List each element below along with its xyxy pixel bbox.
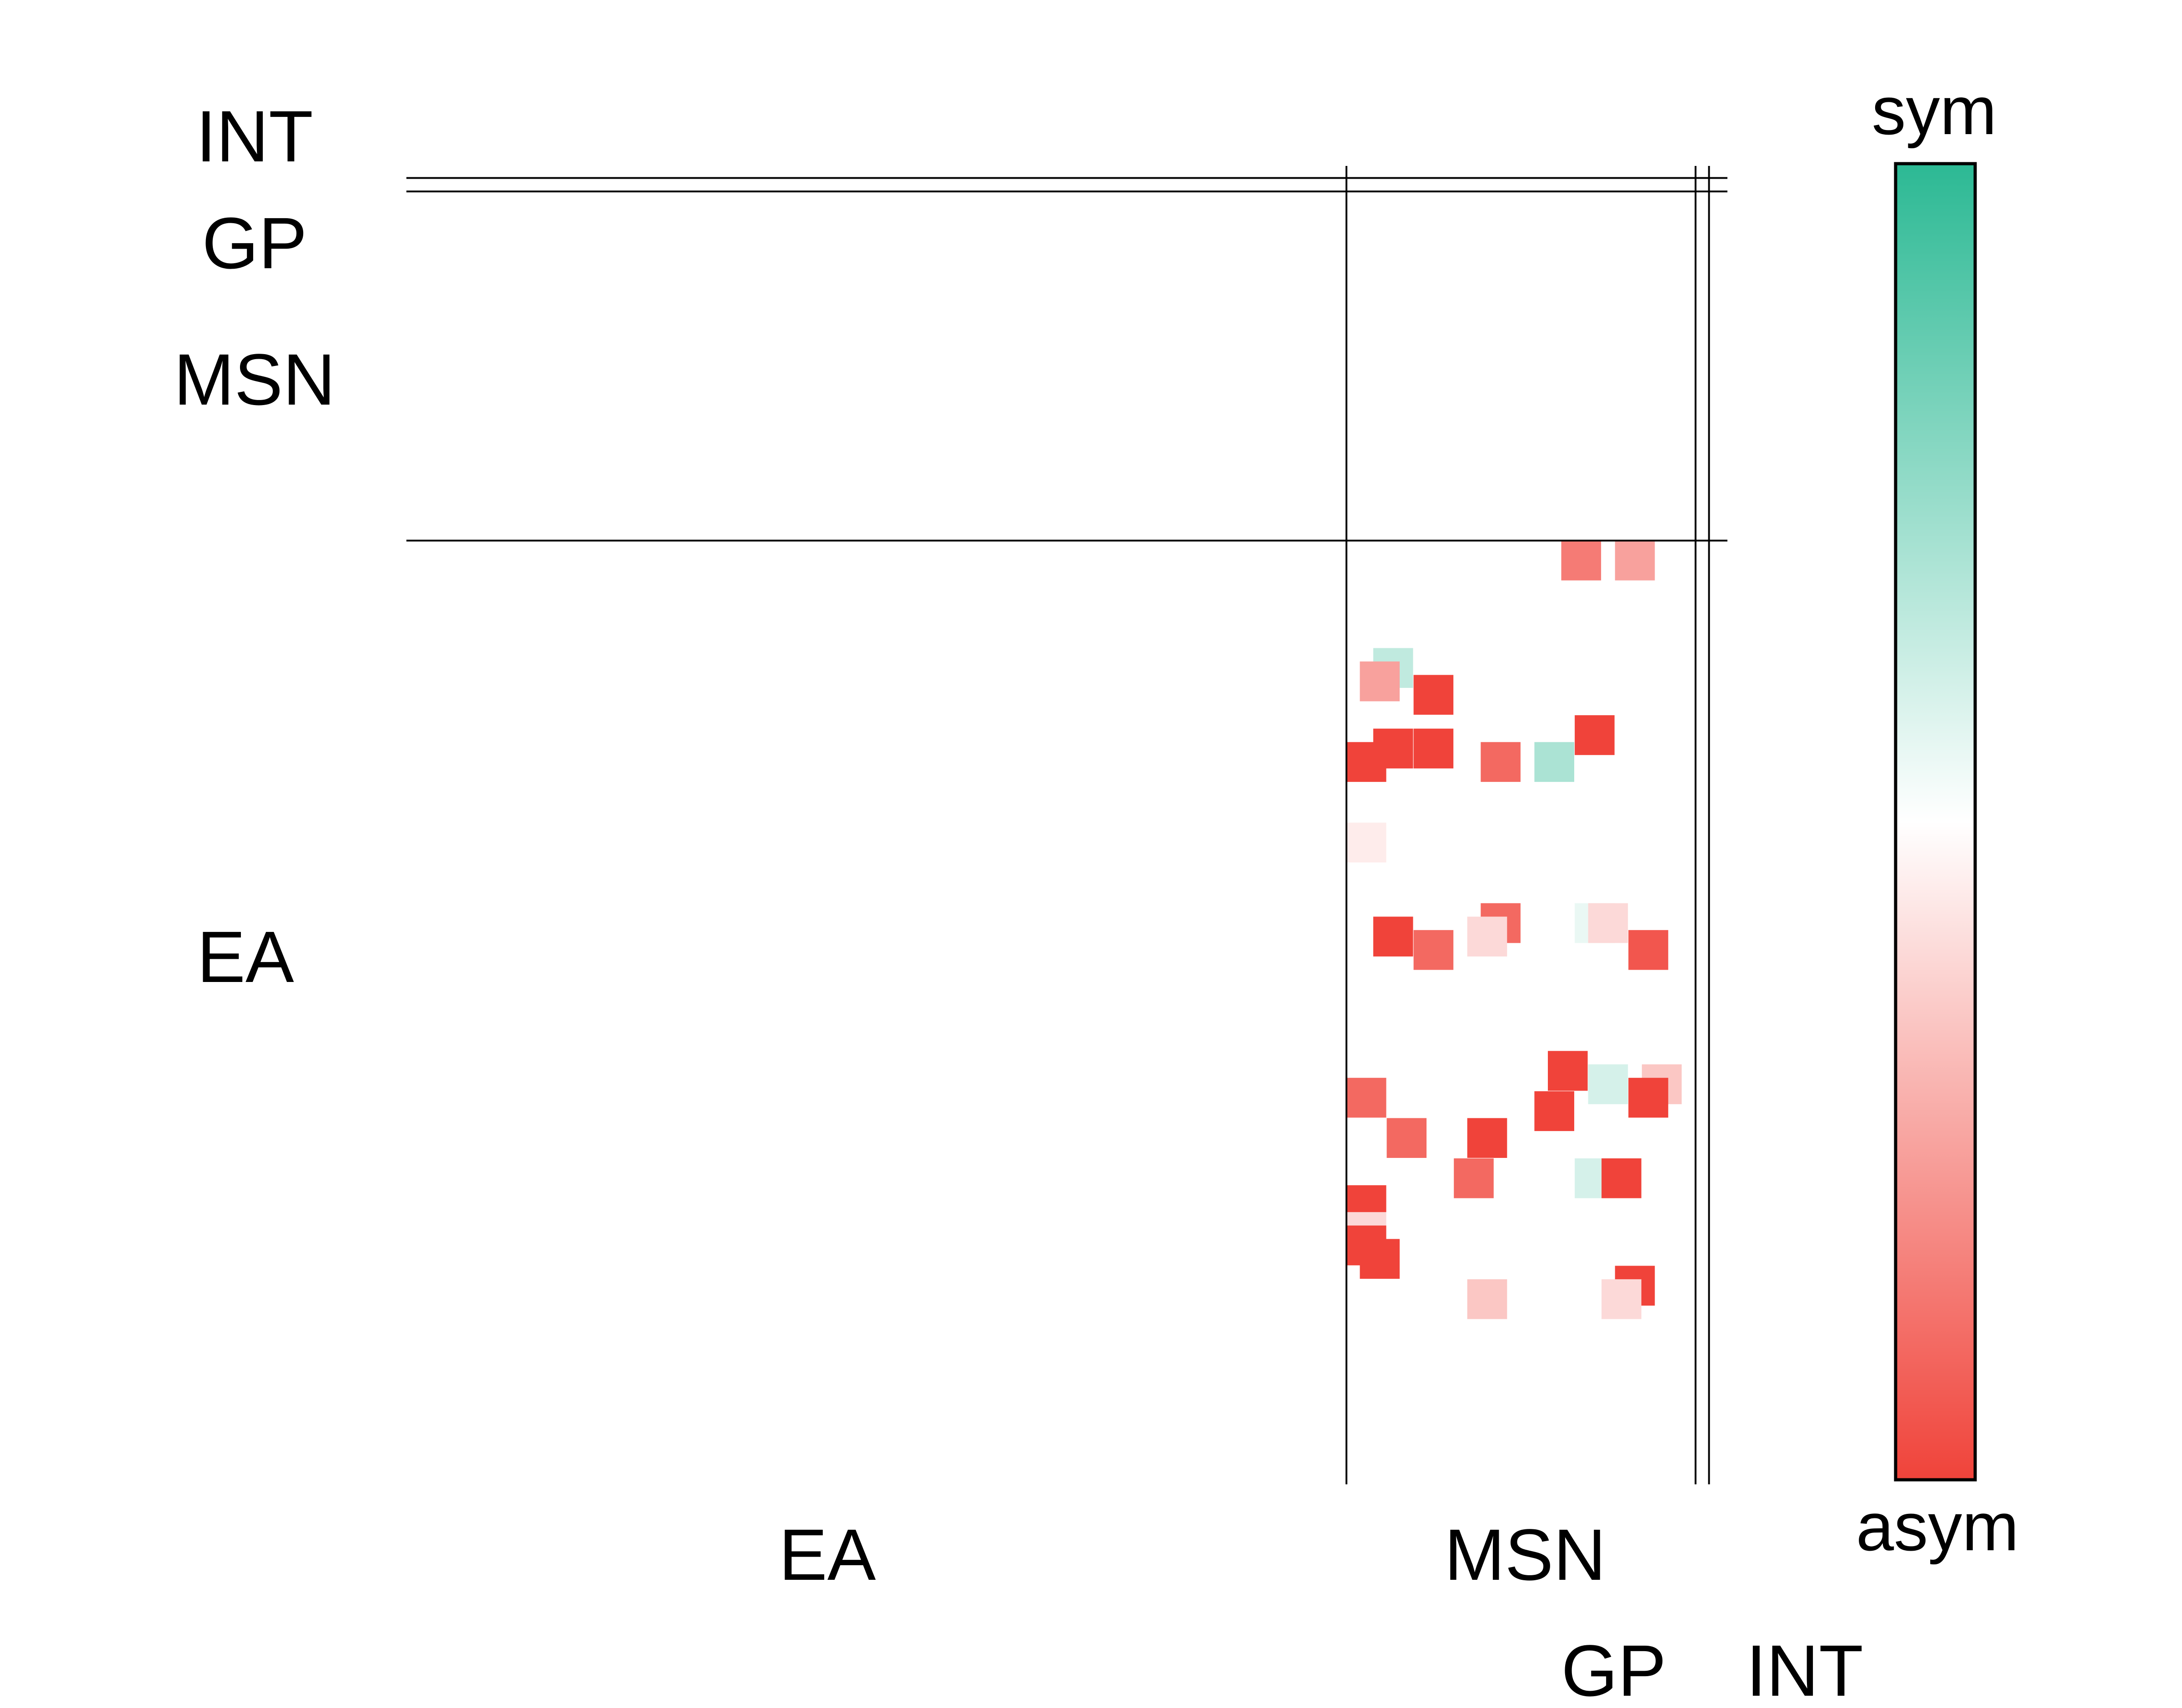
y-tick-label: EA xyxy=(197,916,294,997)
x-tick-label: GP xyxy=(1561,1630,1666,1708)
heatmap-cell xyxy=(1534,1091,1574,1131)
heatmap-cell xyxy=(1346,742,1386,782)
heatmap-cell xyxy=(1467,1118,1507,1158)
heatmap-cell xyxy=(1561,541,1601,581)
heatmap-cell xyxy=(1575,715,1615,755)
heatmap-cell xyxy=(1346,1077,1386,1118)
heatmap-cell xyxy=(1467,917,1507,957)
x-tick-label: INT xyxy=(1746,1630,1863,1708)
heatmap-cell xyxy=(1413,675,1454,715)
x-tick-label: MSN xyxy=(1444,1514,1606,1595)
heatmap-cell xyxy=(1413,930,1454,970)
heatmap-cell xyxy=(1386,1118,1427,1158)
heatmap-cell xyxy=(1481,742,1521,782)
heatmap-cell xyxy=(1454,1158,1494,1198)
colorbar-label-sym: sym xyxy=(1872,72,1997,149)
heatmap-cell xyxy=(1601,1279,1642,1319)
colorbar: sym asym xyxy=(1856,72,2019,1565)
heatmap-cell xyxy=(1534,742,1574,782)
heatmap-cell xyxy=(1413,728,1454,769)
heatmap-cell xyxy=(1628,930,1668,970)
heatmap-cell xyxy=(1628,1077,1668,1118)
y-tick-labels: EA MSN GP INT xyxy=(174,95,335,997)
x-tick-labels: EA MSN GP INT xyxy=(779,1514,1863,1708)
group-dividers xyxy=(406,166,1727,1484)
y-tick-label: INT xyxy=(196,95,313,177)
colorbar-gradient xyxy=(1894,162,1977,1482)
x-tick-label: EA xyxy=(779,1514,876,1595)
heatmap-cell xyxy=(1588,1064,1628,1104)
heatmap-cell xyxy=(1346,822,1386,863)
heatmap-cells xyxy=(1346,541,1682,1319)
heatmap-cell xyxy=(1601,1158,1642,1198)
heatmap-cell xyxy=(1467,1239,1507,1279)
heatmap-cell xyxy=(1373,917,1413,957)
heatmap-cell xyxy=(1360,1239,1400,1279)
y-tick-label: MSN xyxy=(174,339,335,420)
y-tick-label: GP xyxy=(202,202,307,284)
heatmap-cell xyxy=(1467,1279,1507,1319)
heatmap-cell xyxy=(1588,903,1628,943)
heatmap-cell xyxy=(1615,541,1655,581)
heatmap-cell xyxy=(1548,1051,1588,1091)
heatmap-cell xyxy=(1360,661,1400,701)
colorbar-label-asym: asym xyxy=(1856,1488,2019,1565)
